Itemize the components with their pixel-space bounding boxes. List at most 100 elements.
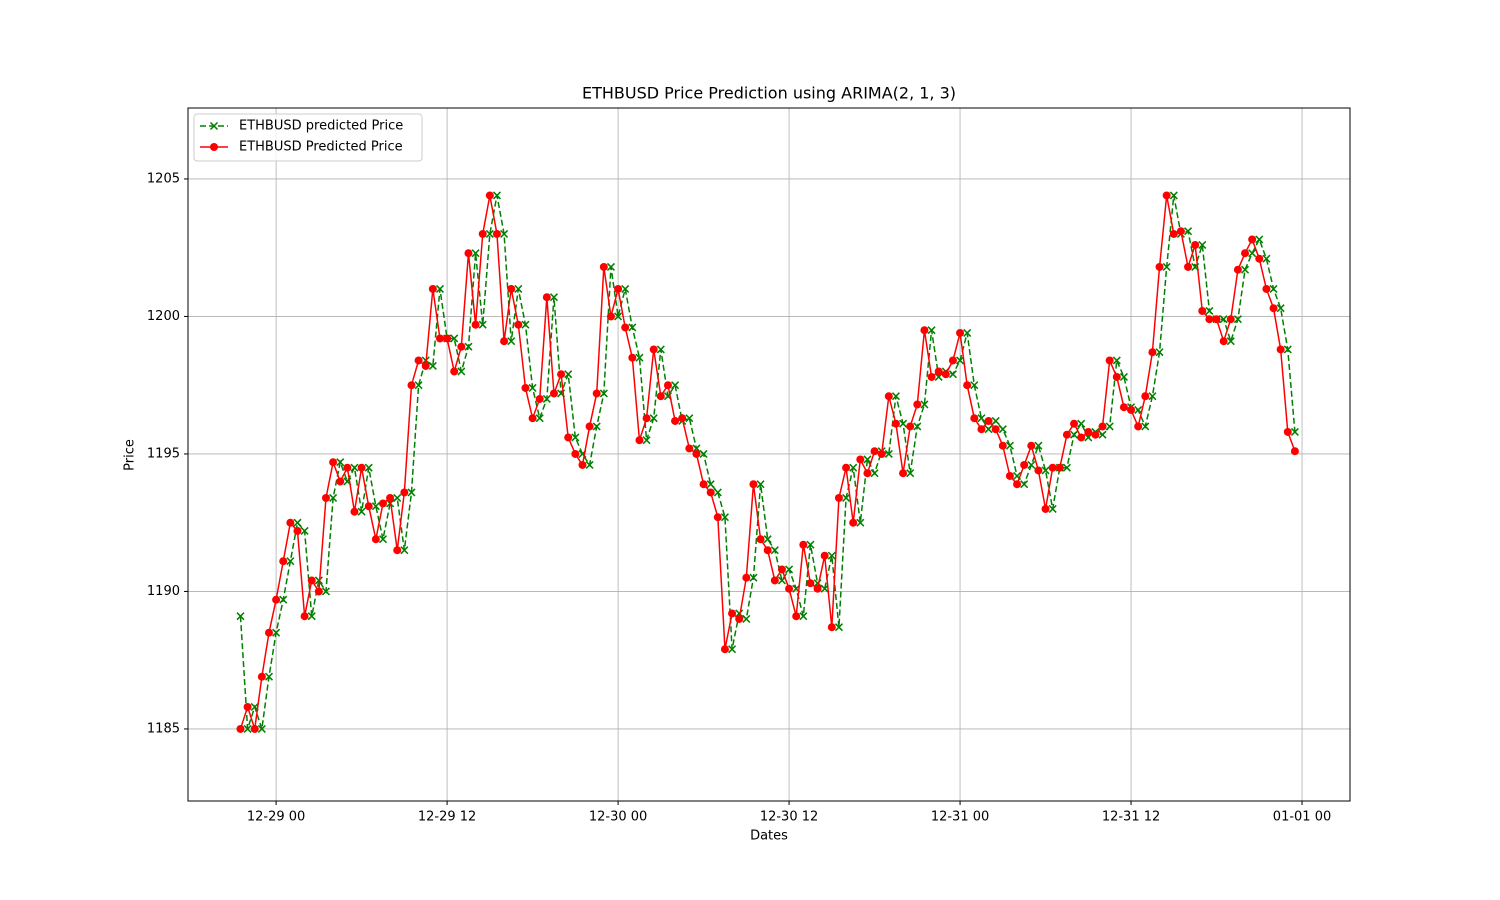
marker-x (521, 320, 530, 329)
marker-dot (371, 535, 380, 544)
marker-dot (792, 612, 801, 621)
marker-dot (507, 284, 516, 293)
marker-dot (250, 724, 259, 733)
marker-x (685, 414, 694, 423)
marker-dot (770, 576, 779, 585)
marker-dot (557, 370, 566, 379)
marker-x (450, 334, 459, 343)
marker-x (606, 262, 615, 271)
marker-dot (877, 449, 886, 458)
marker-dot (834, 493, 843, 502)
marker-dot (307, 576, 316, 585)
marker-x (927, 326, 936, 335)
marker-x (991, 416, 1000, 425)
marker-dot (1205, 315, 1214, 324)
marker-x (528, 383, 537, 392)
marker-x (571, 433, 580, 442)
marker-dot (984, 416, 993, 425)
marker-x (671, 381, 680, 390)
marker-x (314, 576, 323, 585)
marker-dot (1027, 441, 1036, 450)
marker-dot (1055, 463, 1064, 472)
marker-dot (428, 284, 437, 293)
marker-dot (350, 507, 359, 516)
marker-x (464, 342, 473, 351)
marker-dot (956, 328, 965, 337)
plot-frame (187, 107, 1351, 802)
marker-dot (1134, 422, 1143, 431)
legend-marker (209, 121, 219, 131)
marker-x (585, 460, 594, 469)
marker-x (720, 513, 729, 522)
marker-dot (321, 493, 330, 502)
marker-x (642, 436, 651, 445)
marker-dot (478, 229, 487, 238)
marker-dot (343, 463, 352, 472)
marker-x (407, 488, 416, 497)
marker-x (1141, 422, 1150, 431)
marker-x (549, 293, 558, 302)
marker-x (785, 565, 794, 574)
marker-dot (756, 535, 765, 544)
marker-dot (272, 595, 281, 604)
marker-dot (649, 345, 658, 354)
series-line (239, 195, 1296, 730)
marker-x (891, 392, 900, 401)
marker-x (806, 540, 815, 549)
marker-x (535, 414, 544, 423)
marker-x (763, 535, 772, 544)
marker-x (336, 458, 345, 467)
x-tick-label: 12-30 12 (760, 810, 818, 825)
marker-dot (407, 381, 416, 390)
marker-dot (720, 645, 729, 654)
marker-x (1205, 306, 1214, 315)
marker-dot (329, 458, 338, 467)
marker-dot (820, 551, 829, 560)
marker-x (599, 389, 608, 398)
marker-x (1155, 348, 1164, 357)
y-axis-label: Price (123, 439, 138, 471)
marker-dot (485, 191, 494, 200)
marker-x (799, 612, 808, 621)
marker-dot (1184, 262, 1193, 271)
marker-dot (1248, 235, 1257, 244)
marker-x (614, 312, 623, 321)
marker-x (1226, 337, 1235, 346)
x-tick-label: 12-31 00 (931, 810, 989, 825)
marker-x (378, 535, 388, 544)
marker-dot (578, 460, 587, 469)
marker-dot (414, 356, 423, 365)
marker-dot (599, 262, 608, 271)
marker-dot (592, 389, 601, 398)
x-axis-label: Dates (750, 829, 788, 844)
marker-dot (400, 488, 409, 497)
marker-x (1070, 430, 1079, 439)
marker-x (970, 381, 979, 390)
marker-dot (549, 389, 558, 398)
marker-dot (706, 488, 715, 497)
marker-dot (1127, 405, 1136, 414)
marker-dot (500, 337, 509, 346)
marker-dot (585, 422, 594, 431)
marker-x (635, 353, 644, 362)
marker-dot (1212, 315, 1221, 324)
marker-dot (314, 587, 323, 596)
marker-x (1112, 356, 1121, 365)
y-tick-label: 1195 (147, 446, 180, 461)
marker-dot (1077, 433, 1086, 442)
marker-x (1276, 304, 1285, 313)
marker-x (500, 229, 509, 238)
legend-marker (210, 143, 218, 151)
marker-dot (763, 546, 772, 555)
marker-x (827, 551, 836, 560)
marker-x (899, 419, 908, 428)
marker-dot (1048, 463, 1057, 472)
marker-x (856, 518, 865, 527)
marker-dot (264, 628, 273, 637)
marker-x (1077, 419, 1086, 428)
marker-dot (535, 394, 544, 403)
marker-dot (713, 513, 722, 522)
marker-x (977, 414, 986, 423)
marker-x (264, 672, 274, 681)
marker-dot (300, 612, 309, 621)
